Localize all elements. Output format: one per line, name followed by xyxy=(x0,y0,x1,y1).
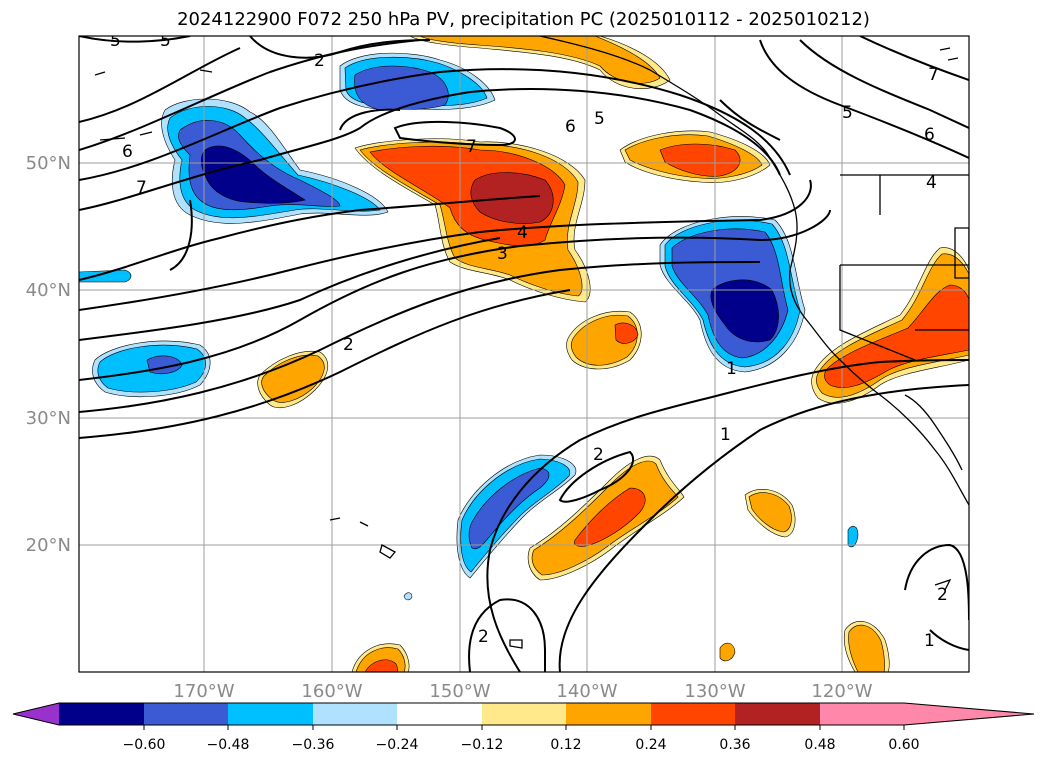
colorbar-segment xyxy=(482,703,566,725)
contour-label: 2 xyxy=(343,335,354,355)
colorbar-segment xyxy=(228,703,313,725)
contour-labels: 5 5 2 6 7 5 6 7 4 3 2 2 1 2 7 6 5 4 1 2 … xyxy=(110,31,948,651)
contour-label: 5 xyxy=(842,103,853,123)
precip-shading xyxy=(79,36,969,672)
colorbar-tick-label: 0.60 xyxy=(888,737,919,753)
contour-label: 7 xyxy=(928,65,939,85)
lat-tick-label: 20°N xyxy=(26,535,71,556)
contour-label: 5 xyxy=(160,31,171,51)
contour-label: 6 xyxy=(565,117,576,137)
lon-tick-label: 130°W xyxy=(684,681,745,702)
contour-label: 4 xyxy=(517,223,528,243)
contour-label: 6 xyxy=(924,125,935,145)
colorbar-tick-label: −0.36 xyxy=(292,737,335,753)
colorbar-segment xyxy=(735,703,820,725)
lon-tick-label: 170°W xyxy=(173,681,234,702)
contour-label: 1 xyxy=(924,631,935,651)
pv-contours xyxy=(79,36,969,672)
colorbar-tick-label: −0.12 xyxy=(461,737,504,753)
contour-label: 5 xyxy=(110,31,121,51)
colorbar-tick-label: −0.48 xyxy=(207,737,250,753)
map-frame xyxy=(78,35,970,673)
contour-label: 5 xyxy=(594,109,605,129)
contour-label: 7 xyxy=(466,137,477,157)
colorbar-segment xyxy=(59,703,144,725)
contour-label: 2 xyxy=(314,51,325,71)
contour-label: 6 xyxy=(122,142,133,162)
colorbar-high-extend xyxy=(904,703,1034,725)
colorbar-tick-label: 0.12 xyxy=(550,737,581,753)
colorbar-tick-labels: −0.60 −0.48 −0.36 −0.24 −0.12 0.12 0.24 … xyxy=(123,737,920,753)
colorbar-tick-label: −0.24 xyxy=(376,737,419,753)
plot-area: 5 5 2 6 7 5 6 7 4 3 2 2 1 2 7 6 5 4 1 2 … xyxy=(79,31,969,672)
lon-tick-labels: 170°W 160°W 150°W 140°W 130°W 120°W xyxy=(173,681,872,702)
colorbar-segment xyxy=(820,703,904,725)
contour-label: 1 xyxy=(720,425,731,445)
contour-label: 3 xyxy=(497,244,508,264)
contour-label: 2 xyxy=(478,627,489,647)
lat-tick-label: 40°N xyxy=(26,280,71,301)
colorbar-segment xyxy=(397,703,482,725)
colorbar-tick-marks xyxy=(143,725,905,730)
lon-tick-label: 150°W xyxy=(429,681,490,702)
colorbar-tick-label: −0.60 xyxy=(123,737,166,753)
map-title: 2024122900 F072 250 hPa PV, precipitatio… xyxy=(177,9,870,30)
colorbar-segment xyxy=(566,703,651,725)
lat-tick-labels: 50°N 40°N 30°N 20°N xyxy=(26,153,71,556)
colorbar-tick-label: 0.48 xyxy=(804,737,835,753)
contour-label: 4 xyxy=(926,173,937,193)
contour-label: 2 xyxy=(593,445,604,465)
coastlines xyxy=(94,36,969,649)
contour-label: 7 xyxy=(136,178,147,198)
colorbar xyxy=(12,702,1035,726)
colorbar-low-extend xyxy=(13,703,59,725)
colorbar-tick-label: 0.36 xyxy=(719,737,750,753)
contour-label: 1 xyxy=(726,359,737,379)
contour-label: 2 xyxy=(937,585,948,605)
colorbar-segment xyxy=(313,703,397,725)
lon-tick-label: 140°W xyxy=(556,681,617,702)
lat-tick-label: 30°N xyxy=(26,408,71,429)
lon-tick-label: 160°W xyxy=(301,681,362,702)
lon-tick-label: 120°W xyxy=(811,681,872,702)
colorbar-segment xyxy=(144,703,228,725)
colorbar-segment xyxy=(651,703,735,725)
lat-tick-label: 50°N xyxy=(26,153,71,174)
colorbar-tick-label: 0.24 xyxy=(635,737,666,753)
graticule xyxy=(79,36,969,672)
